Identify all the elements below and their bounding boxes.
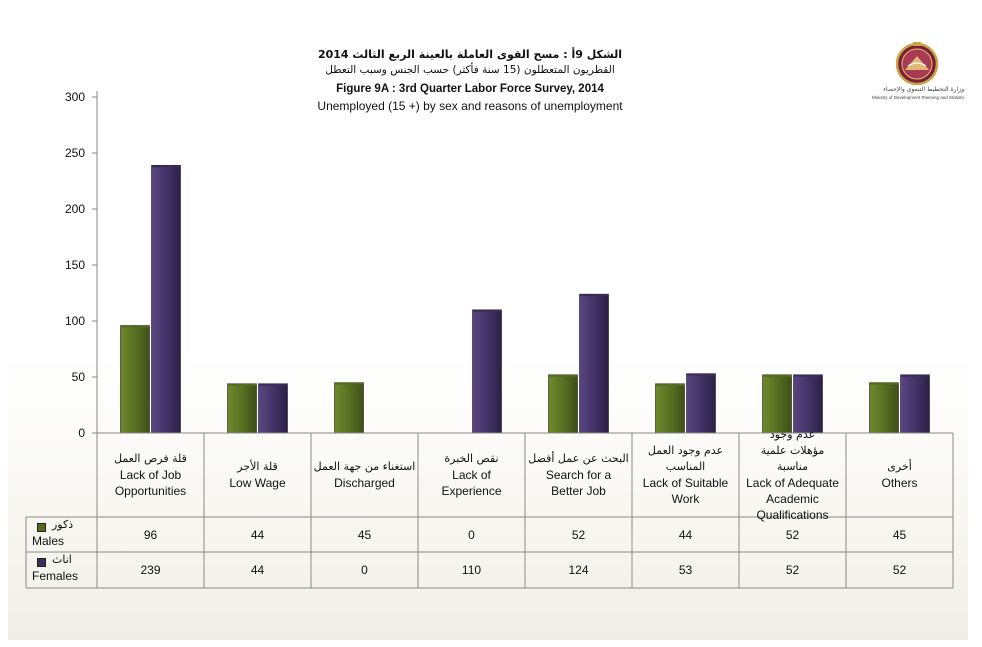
bar-females-7	[900, 374, 930, 434]
legend-males: ذكور Males	[26, 517, 97, 552]
bar-females-0	[151, 165, 181, 434]
legend-females: اناث Females	[26, 552, 97, 588]
logo-label-en: Ministry of Development Planning and Sta…	[872, 95, 964, 100]
category-label-en: Lack of Suitable	[642, 476, 729, 490]
bar-males-1	[227, 383, 257, 434]
category-label: عدم وجود العمل المناسب Lack of Suitable Wo…	[632, 433, 739, 517]
category-label-en: Work	[671, 492, 700, 506]
category-label-en: Lack of	[452, 468, 491, 482]
data-label-males: 45	[357, 527, 372, 542]
y-tick-label: 0	[78, 426, 85, 440]
category-label-en: Lack of Job	[119, 468, 182, 482]
legend-label-ar: ذكور	[52, 518, 74, 531]
category-label: قلة فرص العمل Lack of Job Opportunities	[97, 433, 204, 517]
chart-bars	[120, 165, 930, 434]
category-label: نقص الخبرة Lack of Experience	[418, 433, 525, 517]
legend-label-en: Males	[32, 534, 65, 548]
data-label-males: 96	[143, 527, 158, 542]
data-label-females: 44	[250, 563, 265, 577]
data-label-males: 52	[571, 527, 586, 542]
category-label-en: Opportunities	[114, 484, 187, 498]
category-label-en: Experience	[441, 484, 502, 498]
bar-cap-females-6	[793, 374, 823, 377]
legend-label-en: Females	[32, 569, 79, 583]
legend-swatch-males	[37, 523, 46, 532]
bar-cap-females-1	[258, 383, 288, 386]
bar-males-7	[869, 382, 899, 434]
ministry-logo	[895, 42, 939, 86]
category-label-en: Qualifications	[756, 508, 829, 522]
bar-cap-females-0	[151, 165, 181, 168]
category-label-ar: عدم وجود مؤهلات علمية مناسبة	[760, 428, 825, 473]
data-label-males: 52	[785, 527, 800, 542]
y-tick-label: 150	[65, 258, 85, 272]
chart-subtitle-en: Unemployed (15 +) by sex and reasons of …	[317, 99, 623, 113]
y-tick-label: 250	[65, 146, 85, 160]
bar-cap-males-4	[548, 374, 578, 377]
category-label: استغناء من جهة العمل Discharged	[311, 433, 418, 517]
category-label-ar: قلة فرص العمل	[114, 452, 187, 465]
bar-females-1	[258, 383, 288, 434]
data-label-females: 239	[140, 563, 161, 577]
category-label-en: Others	[881, 476, 918, 490]
data-label-males: 0	[468, 527, 475, 542]
category-label-ar: البحث عن عمل أفضل	[528, 452, 629, 465]
category-label: البحث عن عمل أفضل Search for a Better Job	[525, 433, 632, 517]
data-label-females: 0	[361, 563, 368, 577]
bar-females-5	[686, 373, 716, 434]
category-label-ar: قلة الأجر	[237, 460, 278, 473]
chart-axes: 0 50 100 150 200 250 300	[65, 90, 98, 440]
category-label-en: Search for a	[545, 468, 612, 482]
chart-title-en: Figure 9A : 3rd Quarter Labor Force Surv…	[336, 83, 604, 95]
y-tick-label: 50	[72, 370, 86, 384]
category-label-en: Academic	[766, 492, 819, 506]
category-label-en: Better Job	[551, 484, 606, 498]
bar-cap-males-7	[869, 382, 899, 385]
chart-title-ar: الشكل 9أ : مسح القوى العاملة بالعينة الر…	[317, 48, 623, 61]
y-tick-label: 200	[65, 202, 85, 216]
data-label-females: 52	[892, 563, 907, 577]
bar-males-4	[548, 374, 578, 434]
category-label: قلة الأجر Low Wage	[204, 433, 311, 517]
bar-cap-males-2	[334, 382, 364, 385]
bar-females-4	[579, 293, 609, 434]
data-label-males: 45	[892, 527, 907, 542]
bar-cap-males-0	[120, 325, 150, 328]
bar-cap-males-5	[655, 383, 685, 386]
data-label-females: 124	[568, 563, 589, 577]
category-label-en: Discharged	[334, 476, 395, 490]
bar-males-5	[655, 383, 685, 434]
y-tick-label: 100	[65, 314, 85, 328]
category-label: عدم وجود مؤهلات علمية مناسبة Lack of Adeq…	[739, 428, 846, 522]
data-label-females: 52	[785, 563, 800, 577]
category-label: أخرى Others	[846, 433, 953, 517]
bar-cap-males-1	[227, 383, 257, 386]
logo-label-ar: وزارة التخطيط التنموي والإحصاء	[883, 86, 964, 93]
category-label-ar: عدم وجود العمل المناسب	[647, 444, 724, 473]
data-label-males: 44	[678, 527, 693, 542]
category-label-ar: استغناء من جهة العمل	[313, 460, 416, 473]
bar-cap-females-5	[686, 373, 716, 376]
chart-subtitle-ar: القطريون المتعطلون (15 سنة فأكثر) حسب ال…	[325, 64, 615, 76]
category-label-ar: نقص الخبرة	[444, 452, 499, 465]
bar-males-0	[120, 325, 150, 434]
category-label-en: Lack of Adequate	[746, 476, 839, 490]
legend-label-ar: اناث	[52, 553, 72, 566]
data-label-females: 53	[678, 563, 693, 577]
bar-females-6	[793, 374, 823, 434]
category-label-ar: أخرى	[887, 460, 912, 473]
bar-cap-males-6	[762, 374, 792, 377]
data-label-females: 110	[461, 563, 482, 577]
data-label-males: 44	[250, 527, 265, 542]
category-label-en: Low Wage	[229, 476, 286, 490]
legend-swatch-females	[37, 558, 46, 567]
bar-cap-females-7	[900, 374, 930, 377]
bar-males-2	[334, 382, 364, 434]
y-tick-label: 300	[65, 90, 85, 104]
bar-cap-females-4	[579, 294, 609, 297]
bar-cap-females-3	[472, 309, 502, 312]
